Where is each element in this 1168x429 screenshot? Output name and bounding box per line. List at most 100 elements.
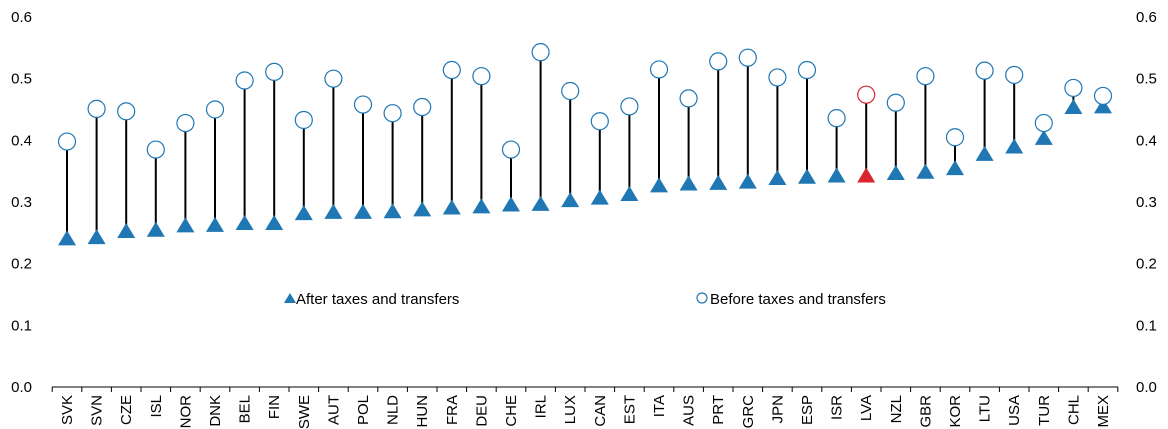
before-taxes-circle-marker bbox=[531, 43, 550, 62]
after-taxes-triangle-marker bbox=[176, 217, 195, 233]
before-taxes-circle-marker bbox=[797, 60, 817, 80]
after-taxes-triangle-marker bbox=[798, 168, 816, 184]
category-label: FIN bbox=[266, 395, 283, 419]
y-tick-label-right: 0.0 bbox=[1136, 379, 1157, 396]
y-tick-label-left: 0.0 bbox=[11, 379, 32, 396]
after-taxes-triangle-marker bbox=[857, 167, 876, 183]
before-taxes-circle-marker bbox=[679, 89, 698, 108]
after-taxes-triangle-marker bbox=[1064, 99, 1083, 115]
after-taxes-triangle-marker bbox=[886, 165, 905, 181]
category-label: CHL bbox=[1065, 395, 1082, 425]
category-label: SVN bbox=[89, 395, 106, 426]
category-label: LVA bbox=[858, 395, 875, 421]
y-tick-label-right: 0.2 bbox=[1136, 256, 1157, 273]
before-taxes-circle-marker bbox=[146, 140, 165, 159]
before-taxes-circle-marker bbox=[561, 81, 580, 101]
after-taxes-triangle-marker bbox=[117, 222, 136, 238]
after-taxes-triangle-marker bbox=[590, 189, 609, 205]
after-taxes-triangle-marker bbox=[383, 203, 402, 219]
before-taxes-circle-marker bbox=[1034, 113, 1053, 133]
before-taxes-circle-marker bbox=[57, 132, 77, 151]
after-taxes-triangle-marker bbox=[975, 145, 994, 161]
before-taxes-circle-marker bbox=[916, 67, 935, 86]
before-taxes-circle-marker bbox=[294, 110, 313, 130]
after-taxes-triangle-marker bbox=[916, 163, 935, 179]
category-label: MEX bbox=[1095, 395, 1112, 428]
after-taxes-triangle-marker bbox=[1005, 138, 1024, 154]
after-taxes-triangle-marker bbox=[946, 160, 964, 176]
after-taxes-triangle-marker bbox=[354, 203, 372, 219]
category-label: PRT bbox=[710, 395, 727, 425]
after-taxes-triangle-marker bbox=[1034, 129, 1053, 145]
category-label: CHE bbox=[503, 395, 520, 427]
category-label: FRA bbox=[444, 395, 461, 425]
before-taxes-circle-marker bbox=[472, 67, 491, 86]
after-taxes-triangle-marker bbox=[531, 195, 550, 211]
category-label: LUX bbox=[562, 395, 579, 424]
after-taxes-triangle-marker bbox=[413, 201, 432, 217]
after-taxes-triangle-marker bbox=[235, 214, 254, 230]
after-taxes-triangle-marker bbox=[472, 198, 491, 214]
category-label: BEL bbox=[237, 395, 254, 423]
before-taxes-circle-marker bbox=[945, 128, 965, 147]
before-taxes-circle-marker bbox=[413, 97, 432, 117]
after-taxes-triangle-marker bbox=[650, 177, 668, 193]
before-taxes-circle-marker bbox=[442, 60, 461, 80]
category-label: CZE bbox=[118, 395, 135, 425]
legend-label-after: After taxes and transfers bbox=[296, 291, 459, 308]
category-label: IRL bbox=[533, 395, 550, 418]
before-taxes-circle-marker bbox=[265, 62, 284, 81]
labels-group: 0.0 0.0 0.1 0.1 0.2 0.2 0.3 0.3 0.4 0.4 0.5 0.5 0.6 0… bbox=[11, 9, 1157, 429]
before-taxes-circle-marker bbox=[87, 99, 106, 118]
after-taxes-triangle-marker bbox=[768, 169, 787, 185]
before-taxes-circle-marker bbox=[886, 93, 905, 112]
category-label: EST bbox=[621, 395, 638, 424]
category-label: GBR bbox=[917, 395, 934, 428]
after-taxes-triangle-marker bbox=[738, 173, 757, 189]
before-taxes-circle-marker bbox=[975, 61, 994, 80]
markers-group bbox=[57, 43, 1113, 246]
before-taxes-circle-marker bbox=[383, 104, 402, 123]
before-taxes-circle-marker bbox=[353, 95, 373, 114]
y-tick-label-left: 0.6 bbox=[11, 9, 32, 26]
before-taxes-circle-marker bbox=[649, 60, 669, 79]
category-label: KOR bbox=[947, 395, 964, 428]
after-taxes-triangle-marker bbox=[709, 174, 728, 190]
legend-label-before: Before taxes and transfers bbox=[710, 291, 886, 308]
after-taxes-triangle-marker bbox=[265, 214, 284, 230]
after-taxes-triangle-marker bbox=[294, 205, 313, 221]
category-label: ISR bbox=[829, 395, 846, 420]
before-taxes-circle-marker bbox=[738, 48, 757, 67]
legend-circle-marker bbox=[696, 292, 708, 304]
category-label: AUT bbox=[325, 395, 342, 425]
before-taxes-circle-marker bbox=[827, 109, 846, 128]
before-taxes-circle-marker bbox=[117, 102, 136, 121]
category-label: GRC bbox=[740, 395, 757, 429]
before-taxes-circle-marker bbox=[1005, 65, 1024, 85]
category-label: TUR bbox=[1036, 395, 1053, 426]
after-taxes-triangle-marker bbox=[58, 230, 76, 246]
category-label: ITA bbox=[651, 395, 668, 417]
after-taxes-triangle-marker bbox=[561, 192, 580, 208]
category-label: NOR bbox=[177, 395, 194, 429]
category-label: ESP bbox=[799, 395, 816, 425]
category-label: SWE bbox=[296, 395, 313, 429]
y-tick-label-right: 0.5 bbox=[1136, 71, 1157, 88]
y-tick-label-left: 0.1 bbox=[11, 317, 32, 334]
y-tick-label-left: 0.3 bbox=[11, 194, 32, 211]
after-taxes-triangle-marker bbox=[206, 216, 224, 232]
before-taxes-circle-marker bbox=[857, 85, 876, 104]
before-taxes-circle-marker bbox=[620, 97, 639, 116]
after-taxes-triangle-marker bbox=[502, 196, 520, 212]
y-tick-label-right: 0.1 bbox=[1136, 317, 1157, 334]
before-taxes-circle-marker bbox=[709, 52, 728, 71]
before-taxes-circle-marker bbox=[205, 100, 225, 119]
after-taxes-triangle-marker bbox=[1094, 98, 1112, 114]
after-taxes-triangle-marker bbox=[620, 185, 639, 201]
category-label: JPN bbox=[769, 395, 786, 423]
category-label: NZL bbox=[888, 395, 905, 423]
after-taxes-triangle-marker bbox=[442, 199, 461, 215]
y-tick-label-right: 0.3 bbox=[1136, 194, 1157, 211]
y-tick-label-left: 0.5 bbox=[11, 71, 32, 88]
